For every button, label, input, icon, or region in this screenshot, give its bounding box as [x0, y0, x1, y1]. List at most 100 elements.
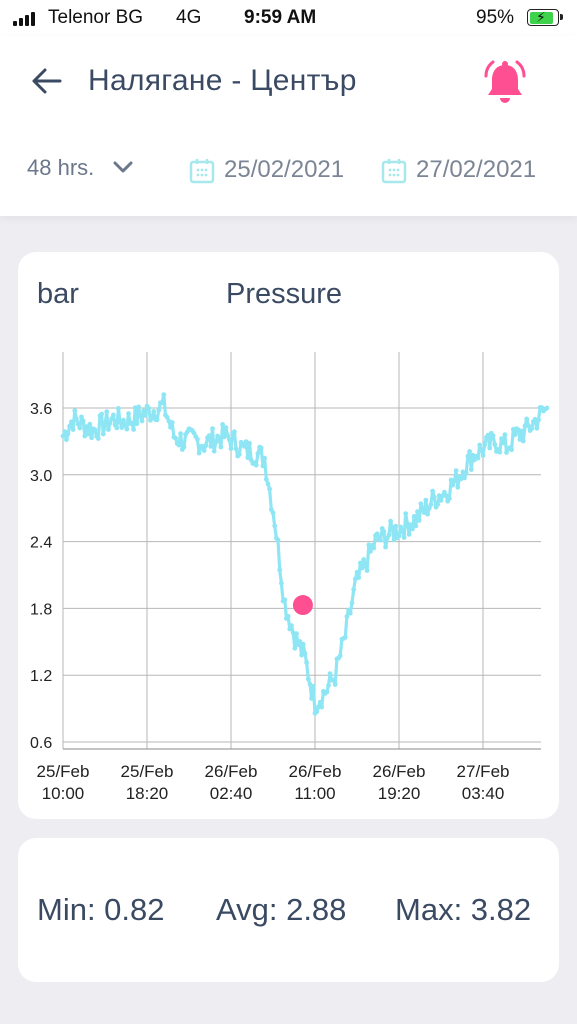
data-point	[450, 482, 456, 488]
chevron-down-icon	[113, 161, 133, 173]
status-bar: Telenor BG 4G 9:59 AM 95% ⚡	[0, 0, 577, 36]
data-point	[356, 575, 362, 580]
page-title: Налягане - Център	[88, 64, 357, 97]
data-point	[497, 449, 503, 455]
data-point	[141, 408, 146, 414]
arrow-left-icon	[32, 68, 62, 94]
data-point	[304, 660, 309, 665]
data-point	[480, 453, 486, 458]
data-point	[536, 417, 541, 423]
time-range-label: 48 hrs.	[27, 155, 95, 180]
carrier-name: Telenor BG	[48, 7, 144, 28]
pressure-chart[interactable]: 0.6 1.2 1.8 2.4 3.0 3.6 25/Feb 10:00 25/Feb 18:20…	[18, 252, 559, 819]
data-point	[107, 420, 113, 426]
data-point	[253, 462, 259, 468]
avg-value: Avg: 2.88	[216, 892, 347, 927]
pressure-line	[61, 393, 548, 715]
data-point	[80, 418, 86, 424]
max-value: Max: 3.82	[395, 892, 532, 927]
data-point	[342, 634, 348, 640]
alarm-button[interactable]	[477, 56, 533, 112]
data-point	[300, 641, 306, 647]
data-point	[111, 412, 116, 418]
clock: 9:59 AM	[244, 7, 317, 28]
start-date: 25/02/2021	[224, 156, 345, 183]
data-point	[206, 433, 212, 438]
data-point	[213, 439, 219, 445]
time-range-select[interactable]: 48 hrs.	[27, 155, 133, 181]
data-point	[114, 425, 120, 431]
data-point	[490, 433, 496, 439]
data-point	[425, 511, 430, 517]
x-tick-date: 25/Feb	[121, 762, 174, 781]
data-point	[121, 417, 126, 423]
battery-icon: ⚡	[527, 9, 563, 26]
back-button[interactable]	[30, 64, 70, 98]
data-point	[337, 653, 343, 659]
data-point	[358, 560, 363, 566]
data-point	[279, 580, 284, 586]
chart-title: Pressure	[226, 278, 343, 310]
data-point	[220, 422, 226, 427]
data-point	[129, 420, 135, 426]
data-point	[317, 699, 323, 705]
data-point	[534, 425, 540, 431]
data-point	[344, 614, 350, 619]
x-tick-date: 27/Feb	[457, 762, 510, 781]
data-point	[431, 494, 437, 500]
data-point	[201, 448, 207, 453]
data-point	[161, 392, 167, 397]
data-point	[255, 451, 261, 456]
data-point	[324, 689, 330, 695]
data-point	[242, 444, 247, 449]
end-date: 27/02/2021	[416, 156, 537, 183]
data-point	[364, 568, 370, 573]
data-point	[267, 486, 272, 492]
data-point	[270, 510, 276, 516]
min-value: Min: 0.82	[37, 892, 165, 927]
data-point	[232, 429, 237, 435]
battery-fill	[529, 11, 554, 24]
data-point	[223, 425, 229, 430]
data-point	[208, 444, 214, 449]
data-point	[408, 522, 414, 528]
x-tick-date: 26/Feb	[289, 762, 342, 781]
data-point	[226, 437, 232, 442]
data-point	[519, 428, 525, 434]
data-point	[381, 529, 387, 534]
data-point	[347, 610, 353, 616]
data-point	[502, 432, 508, 438]
data-point	[524, 416, 530, 422]
data-point	[218, 444, 224, 450]
data-point	[176, 442, 182, 448]
data-point	[403, 511, 409, 516]
data-point	[292, 645, 298, 651]
data-point	[102, 422, 108, 428]
data-point	[438, 498, 444, 503]
data-point	[233, 446, 239, 452]
data-point	[383, 544, 388, 550]
x-tick-time: 02:40	[210, 784, 253, 803]
data-point	[289, 623, 294, 628]
x-tick-time: 11:00	[294, 784, 335, 803]
data-point	[465, 453, 471, 459]
calendar-icon	[381, 159, 407, 184]
data-point	[173, 435, 179, 441]
data-point	[106, 427, 111, 432]
pressure-chart-card: bar Pressure 0.6 1.2 1.8 2.4 3.0 3.6 25/Feb 10:…	[18, 252, 559, 819]
data-point	[389, 526, 395, 531]
data-point	[142, 413, 148, 418]
data-point	[154, 417, 160, 423]
data-point	[310, 683, 316, 689]
data-point	[374, 531, 380, 537]
data-point	[378, 537, 383, 543]
data-point	[60, 433, 66, 439]
data-point	[386, 532, 392, 538]
data-point	[388, 518, 393, 524]
data-point	[363, 562, 368, 568]
data-point	[65, 431, 71, 437]
data-point	[263, 476, 269, 482]
data-point	[509, 447, 514, 453]
data-point	[452, 478, 457, 484]
data-point	[400, 528, 405, 534]
